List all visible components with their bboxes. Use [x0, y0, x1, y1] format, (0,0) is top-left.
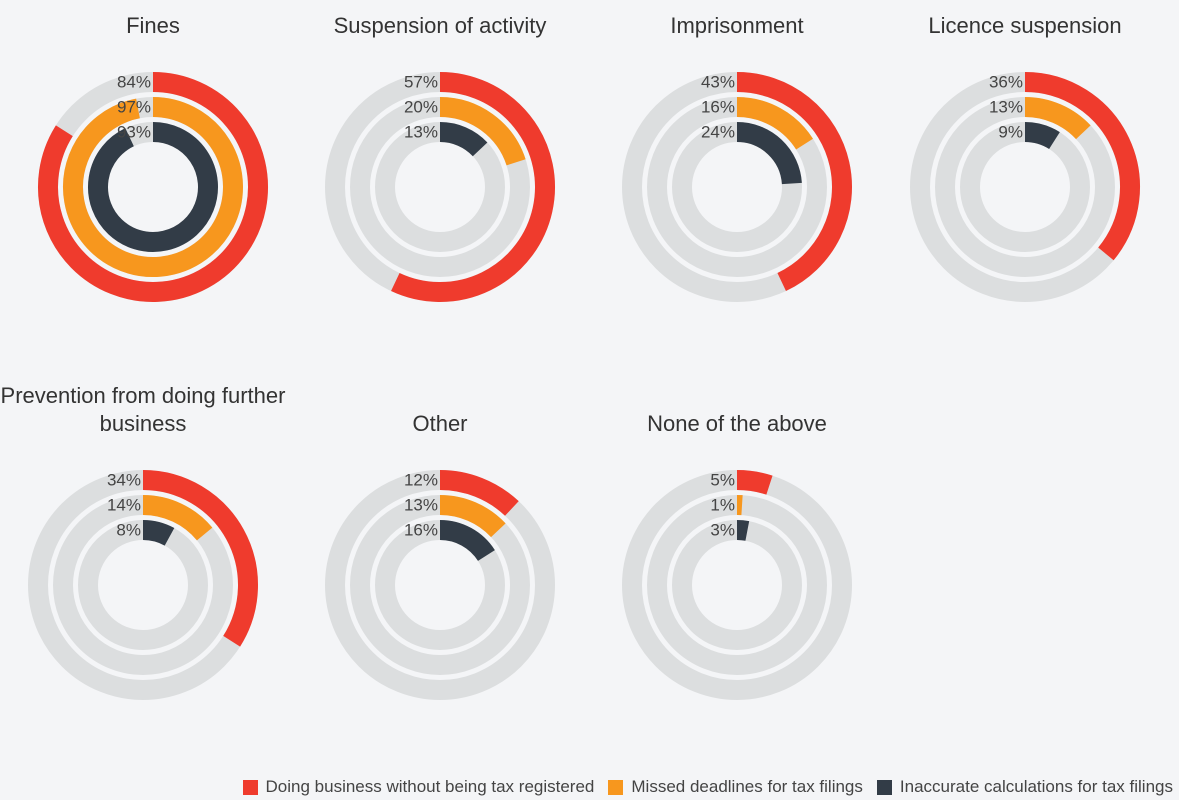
arc — [88, 122, 218, 252]
arc — [439, 122, 488, 157]
arc — [736, 122, 802, 185]
value-label: 13% — [989, 97, 1023, 116]
arc — [439, 470, 519, 516]
legend-label: Inaccurate calculations for tax filings — [899, 777, 1173, 796]
legend-swatch — [608, 779, 624, 795]
value-label: 13% — [404, 495, 438, 514]
legend-item: Missed deadlines for tax filings — [608, 777, 863, 797]
arc — [736, 520, 750, 541]
value-label: 5% — [710, 470, 735, 489]
value-label: 16% — [701, 97, 735, 116]
legend-item: Inaccurate calculations for tax filings — [876, 777, 1173, 797]
value-label: 93% — [117, 122, 151, 141]
legend: Doing business without being tax registe… — [242, 777, 1173, 797]
value-label: 14% — [107, 495, 141, 514]
track — [672, 520, 802, 650]
value-label: 57% — [404, 72, 438, 91]
value-label: 13% — [404, 122, 438, 141]
arc — [38, 72, 268, 302]
legend-label: Missed deadlines for tax filings — [631, 777, 863, 796]
arc — [439, 495, 506, 538]
value-label: 12% — [404, 470, 438, 489]
arc — [736, 72, 852, 292]
panel-title: Prevention from doing further business — [0, 383, 286, 436]
legend-swatch — [876, 779, 892, 795]
arc — [439, 97, 526, 166]
panel-title: Fines — [126, 13, 180, 38]
value-label: 1% — [710, 495, 735, 514]
legend-swatch — [242, 779, 258, 795]
value-label: 43% — [701, 72, 735, 91]
panel-title: Imprisonment — [670, 13, 804, 38]
panel-title: None of the above — [647, 411, 827, 436]
value-label: 9% — [998, 122, 1023, 141]
panel-title: Licence suspension — [928, 13, 1122, 38]
panel-title: Suspension of activity — [333, 13, 547, 38]
value-label: 24% — [701, 122, 735, 141]
value-label: 3% — [710, 520, 735, 539]
legend-item: Doing business without being tax registe… — [242, 777, 595, 797]
arc — [142, 495, 213, 541]
arc — [63, 97, 243, 277]
arc — [439, 520, 495, 562]
arc — [142, 470, 258, 647]
value-label: 97% — [117, 97, 151, 116]
value-label: 16% — [404, 520, 438, 539]
track — [78, 520, 208, 650]
value-label: 84% — [117, 72, 151, 91]
arc — [1024, 122, 1060, 150]
legend-label: Doing business without being tax registe… — [265, 777, 595, 796]
arc — [736, 470, 773, 495]
arc — [391, 72, 555, 302]
arc — [142, 520, 175, 546]
arc — [1024, 72, 1140, 261]
panel-title: Other — [412, 411, 468, 436]
arc — [1024, 97, 1091, 140]
value-label: 20% — [404, 97, 438, 116]
value-label: 34% — [107, 470, 141, 489]
arc — [736, 97, 813, 150]
track — [960, 122, 1090, 252]
value-label: 8% — [116, 520, 141, 539]
value-label: 36% — [989, 72, 1023, 91]
